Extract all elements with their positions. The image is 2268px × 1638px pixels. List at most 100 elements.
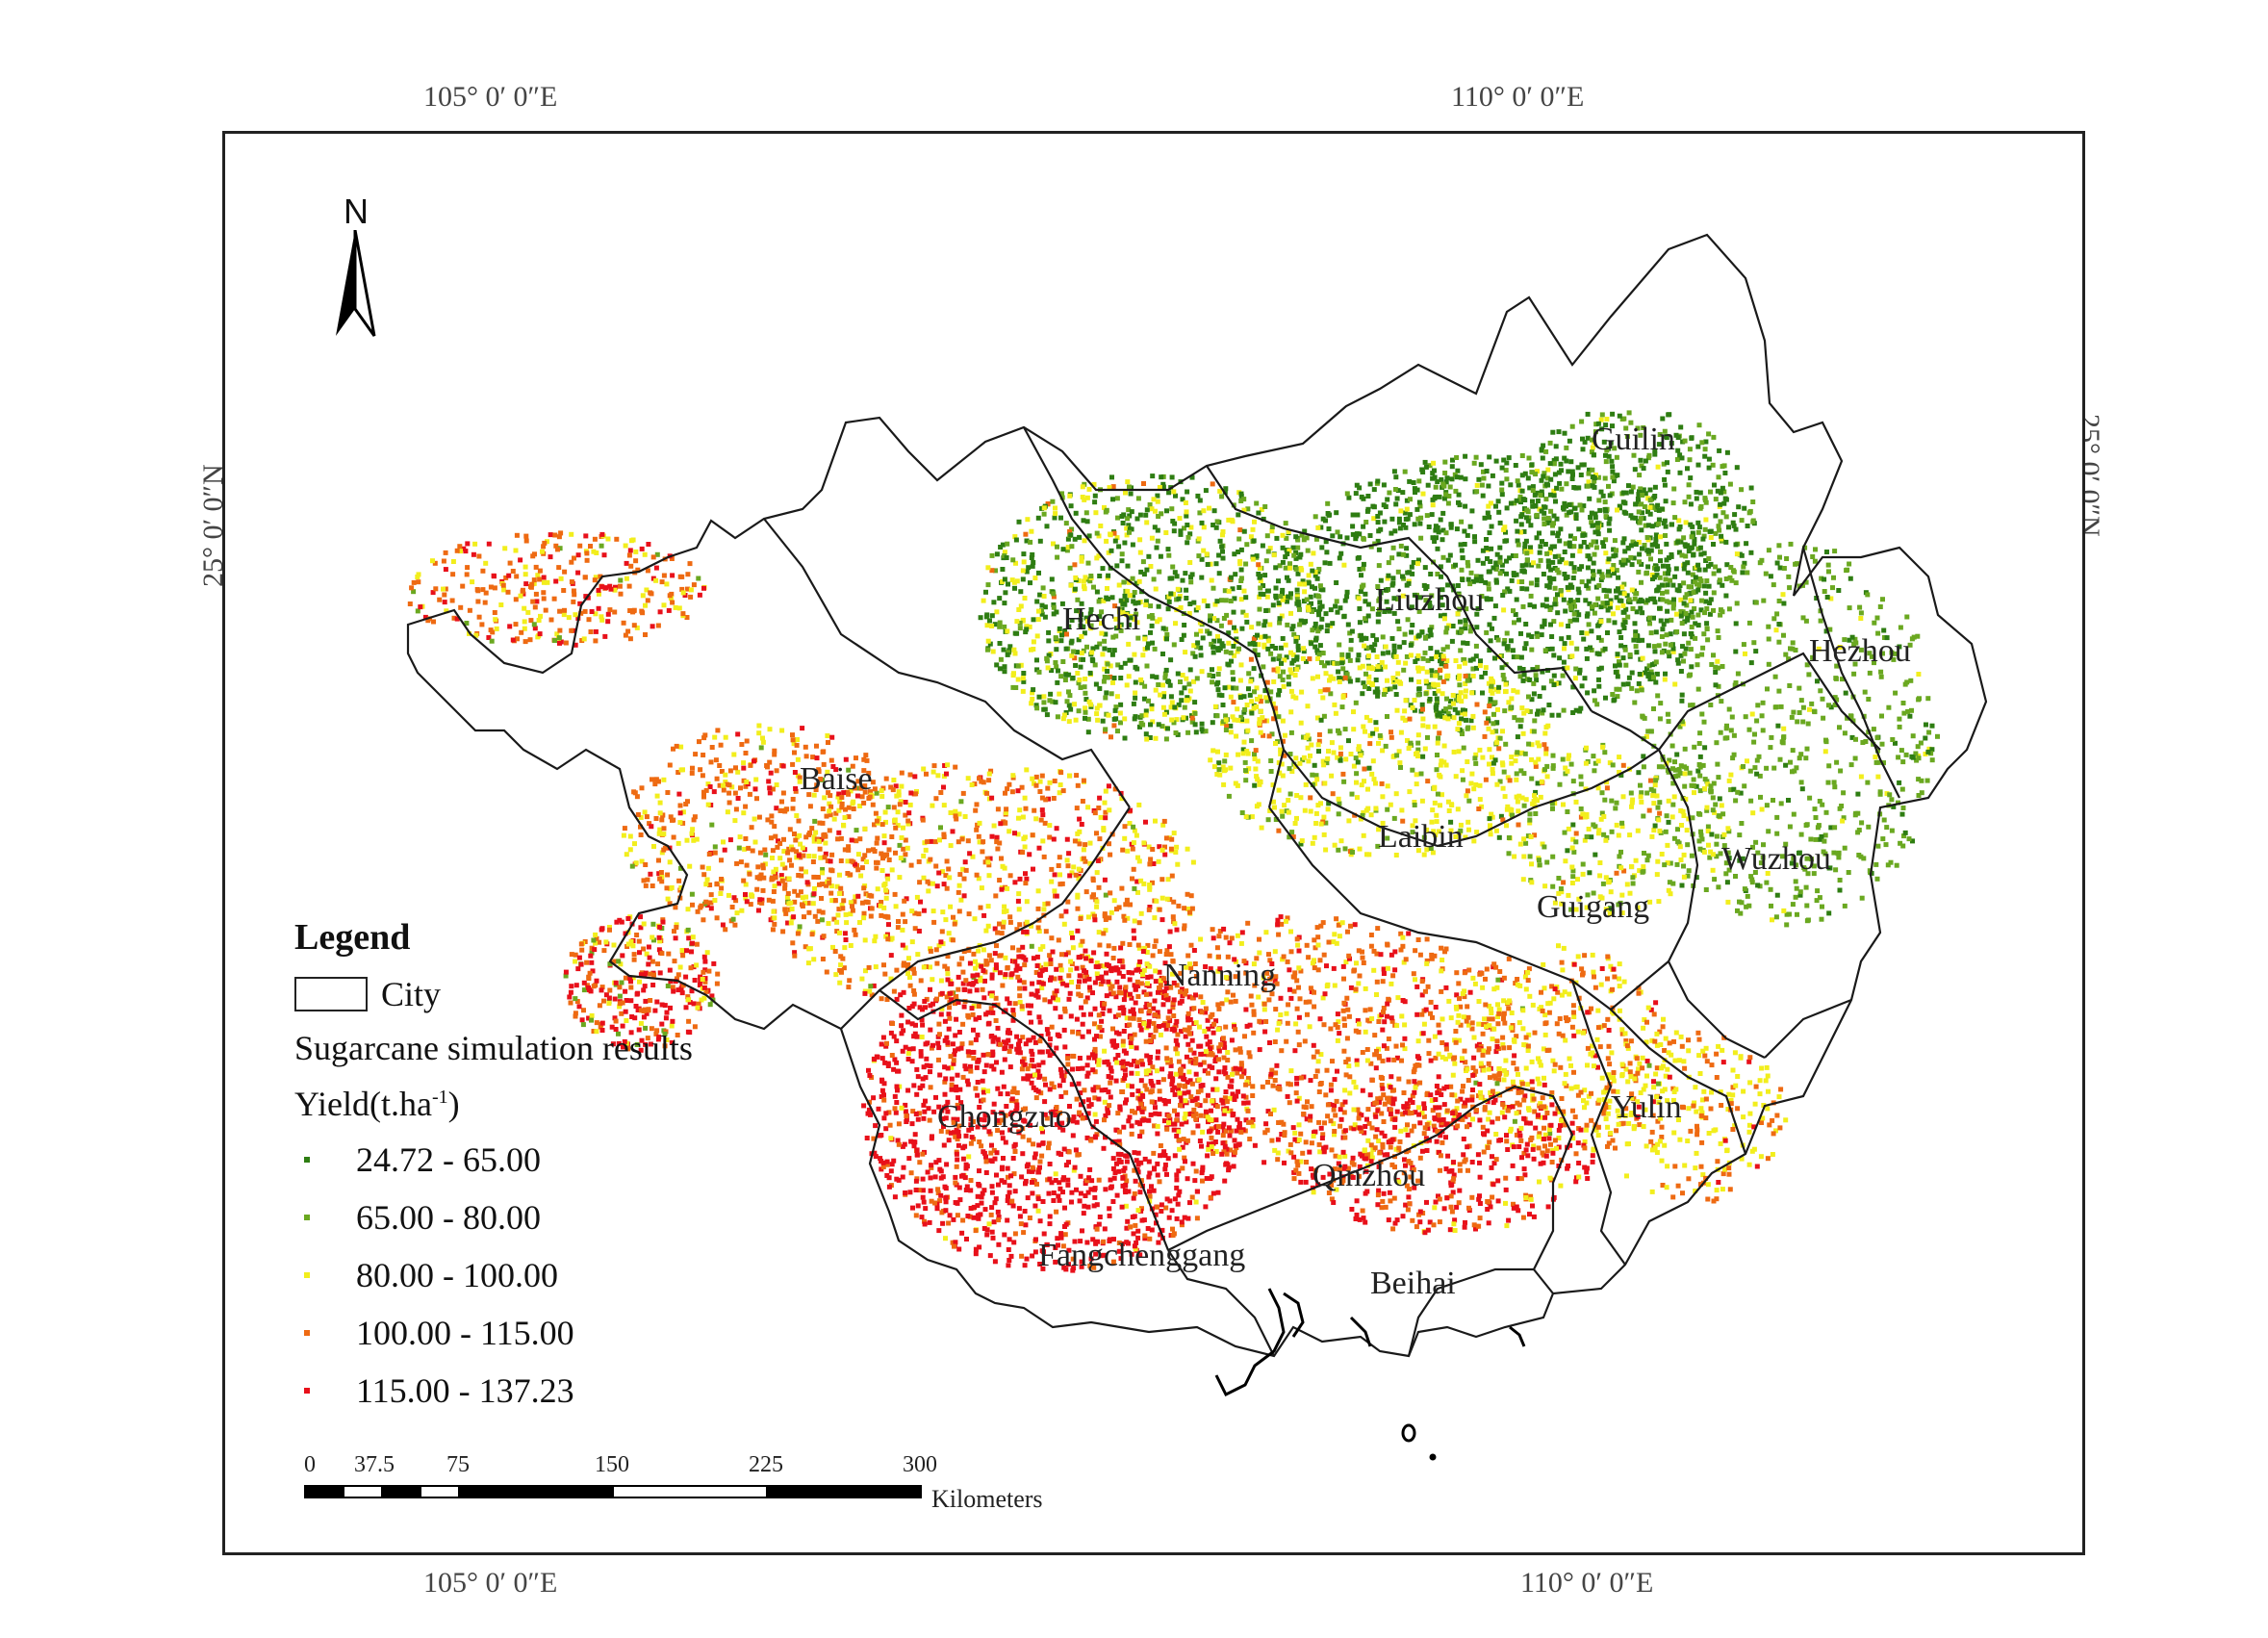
yield-point: [1724, 449, 1730, 455]
yield-point: [457, 544, 463, 550]
yield-point: [1665, 460, 1669, 466]
yield-point: [1127, 513, 1133, 519]
yield-point: [1619, 584, 1625, 590]
yield-point: [1572, 676, 1578, 681]
yield-point: [1363, 599, 1368, 604]
yield-point: [607, 583, 613, 589]
yield-point: [1320, 695, 1326, 701]
yield-point: [1438, 803, 1442, 808]
yield-point: [1788, 541, 1794, 547]
yield-point: [1763, 571, 1769, 576]
yield-point: [697, 592, 702, 598]
yield-point: [1704, 578, 1710, 583]
yield-point: [1600, 601, 1606, 606]
yield-point: [1320, 758, 1326, 764]
yield-point: [1143, 708, 1149, 714]
yield-point: [1081, 656, 1085, 662]
yield-point: [1349, 628, 1355, 634]
yield-point: [1678, 608, 1684, 614]
yield-point: [1568, 640, 1574, 646]
yield-point: [1502, 794, 1508, 800]
yield-point: [1113, 626, 1119, 631]
yield-point: [1493, 560, 1499, 566]
yield-point: [1160, 626, 1166, 631]
yield-point: [1700, 645, 1706, 651]
yield-point: [1393, 501, 1399, 507]
yield-point: [1511, 608, 1516, 614]
yield-point: [1520, 603, 1526, 609]
yield-point: [1238, 662, 1244, 668]
yield-point: [1704, 779, 1710, 784]
yield-point: [770, 927, 776, 933]
yield-point: [1733, 649, 1739, 654]
yield-point: [1601, 587, 1607, 593]
yield-point: [1657, 605, 1662, 611]
yield-point: [1164, 508, 1169, 514]
yield-point: [1171, 489, 1177, 495]
yield-point: [825, 769, 830, 775]
yield-point: [1253, 766, 1259, 772]
yield-point: [1570, 822, 1576, 828]
yield-point: [1788, 759, 1793, 765]
yield-point: [1251, 705, 1257, 711]
yield-point: [1613, 663, 1618, 669]
yield-point: [1359, 584, 1364, 590]
yield-point: [1540, 669, 1545, 675]
yield-point: [1284, 654, 1289, 660]
yield-point: [1290, 545, 1296, 550]
yield-point: [1217, 538, 1223, 544]
yield-point: [1465, 576, 1471, 582]
yield-point: [1533, 673, 1539, 678]
yield-point: [811, 838, 817, 844]
yield-point: [1066, 672, 1072, 678]
yield-point: [1663, 524, 1669, 529]
yield-point: [1573, 516, 1579, 522]
yield-point: [1370, 758, 1376, 764]
yield-point: [989, 552, 995, 558]
yield-point: [1900, 843, 1906, 849]
yield-point: [1419, 798, 1425, 804]
yield-point: [1461, 640, 1466, 646]
yield-point: [1706, 583, 1712, 589]
yield-point: [1365, 601, 1371, 607]
yield-point: [488, 627, 494, 633]
yield-point: [1219, 544, 1225, 550]
yield-point: [1160, 704, 1166, 710]
yield-point: [1601, 439, 1607, 445]
yield-point: [1898, 625, 1903, 630]
yield-point: [1259, 507, 1264, 512]
yield-point: [1504, 460, 1510, 466]
yield-point: [1044, 712, 1050, 718]
yield-point: [1306, 607, 1312, 613]
yield-point: [1750, 499, 1756, 504]
yield-point: [1254, 553, 1260, 559]
yield-point: [1439, 574, 1443, 579]
yield-point: [1748, 660, 1754, 666]
yield-point: [1362, 643, 1367, 649]
yield-point: [1407, 716, 1413, 722]
yield-point: [1479, 578, 1485, 584]
yield-point: [1665, 469, 1670, 474]
yield-point: [1002, 550, 1007, 555]
yield-point: [879, 868, 885, 873]
yield-point: [673, 604, 678, 610]
yield-point: [1504, 806, 1510, 812]
yield-point: [1167, 682, 1173, 688]
yield-point: [1344, 594, 1350, 600]
yield-point: [1496, 509, 1502, 515]
yield-point: [1832, 825, 1838, 831]
yield-point: [572, 555, 576, 561]
yield-point: [653, 565, 659, 571]
yield-point: [1733, 874, 1738, 879]
yield-point: [643, 602, 648, 608]
yield-point: [1058, 515, 1063, 521]
yield-point: [1125, 516, 1131, 522]
yield-point: [1048, 691, 1054, 697]
yield-point: [1832, 695, 1838, 701]
yield-point: [1412, 800, 1417, 805]
yield-point: [1361, 680, 1366, 686]
yield-point: [1083, 615, 1089, 621]
yield-point: [1590, 467, 1595, 473]
yield-point: [1693, 575, 1698, 580]
yield-point: [1622, 620, 1628, 626]
